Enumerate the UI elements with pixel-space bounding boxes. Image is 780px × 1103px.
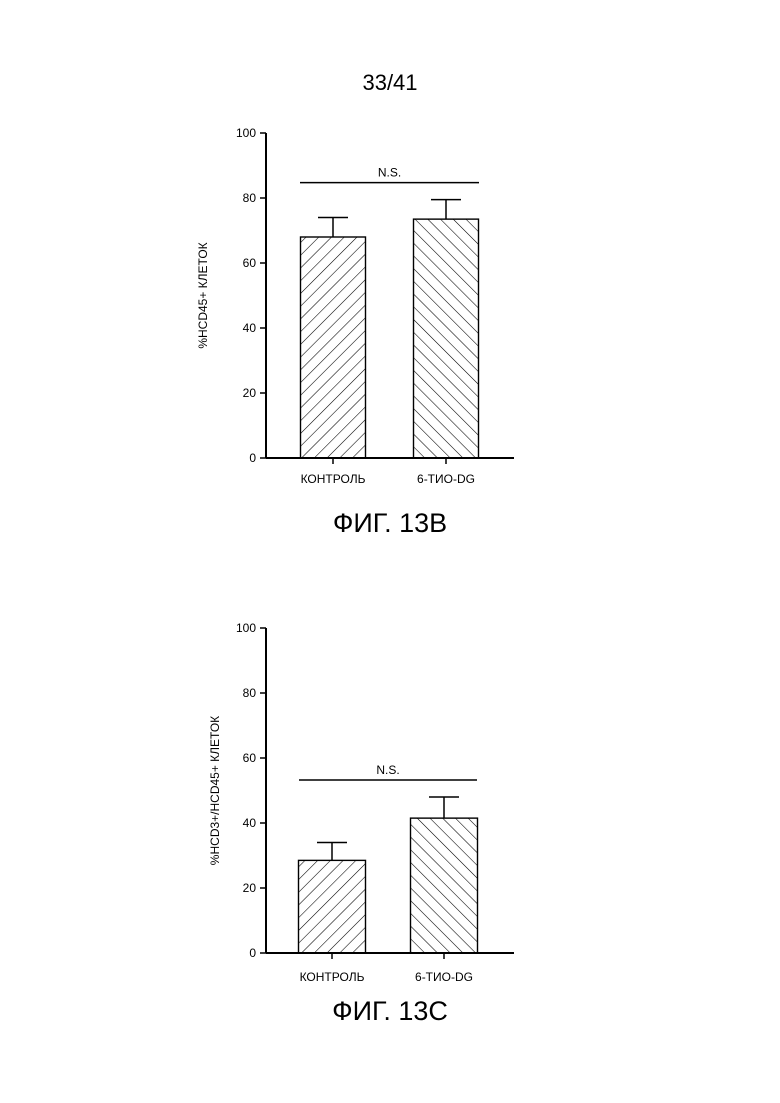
bar (299, 860, 366, 953)
significance-label: N.S. (376, 763, 399, 777)
y-tick-label: 20 (243, 386, 257, 400)
y-tick-label: 20 (243, 881, 257, 895)
significance-label: N.S. (378, 166, 401, 180)
x-tick-label: КОНТРОЛЬ (300, 970, 365, 984)
y-tick-label: 80 (243, 191, 257, 205)
bar (414, 219, 479, 458)
y-tick-label: 0 (249, 451, 256, 465)
x-tick-label: КОНТРОЛЬ (301, 472, 366, 486)
y-axis-title: %HCD3+/HCD45+ КЛЕТОК (208, 716, 222, 865)
bar (411, 818, 478, 953)
y-tick-label: 100 (236, 621, 256, 635)
y-tick-label: 100 (236, 126, 256, 140)
figure-caption-13c: ФИГ. 13C (0, 996, 780, 1027)
figure-caption-13b: ФИГ. 13B (0, 508, 780, 539)
y-tick-label: 40 (243, 321, 257, 335)
y-axis-title: %HCD45+ КЛЕТОК (196, 242, 210, 348)
page-number: 33/41 (0, 70, 780, 96)
y-tick-label: 60 (243, 751, 257, 765)
y-tick-label: 40 (243, 816, 257, 830)
y-tick-label: 60 (243, 256, 257, 270)
chart-13b: 0 20 40 60 80 100 %HCD45+ КЛЕТОК КОНТРОЛЬ 6-ТИО-… (0, 110, 780, 500)
bar (301, 237, 366, 458)
chart-13c: 0 20 40 60 80 100 %HCD3+/HCD45+ КЛЕТОК КОНТРОЛЬ… (0, 605, 780, 995)
y-tick-label: 80 (243, 686, 257, 700)
y-tick-label: 0 (249, 946, 256, 960)
x-tick-label: 6-ТИО-DG (417, 472, 475, 486)
x-tick-label: 6-ТИО-DG (415, 970, 473, 984)
